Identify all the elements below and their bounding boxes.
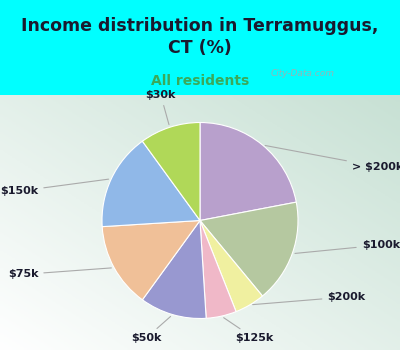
Wedge shape — [200, 202, 298, 296]
Text: $150k: $150k — [0, 179, 108, 196]
Text: $50k: $50k — [131, 316, 170, 343]
Text: $125k: $125k — [224, 318, 273, 343]
Wedge shape — [142, 122, 200, 220]
Wedge shape — [102, 220, 200, 300]
Text: Income distribution in Terramuggus,
CT (%): Income distribution in Terramuggus, CT (… — [21, 17, 379, 57]
Text: All residents: All residents — [151, 74, 249, 88]
Wedge shape — [200, 220, 236, 318]
Wedge shape — [102, 141, 200, 227]
Text: $75k: $75k — [8, 268, 111, 279]
Text: $30k: $30k — [146, 90, 176, 125]
Wedge shape — [142, 220, 206, 318]
Wedge shape — [200, 122, 296, 220]
Text: > $200k: > $200k — [265, 146, 400, 172]
Text: $200k: $200k — [253, 292, 366, 304]
Wedge shape — [200, 220, 262, 312]
Text: $100k: $100k — [295, 240, 400, 253]
Text: City-Data.com: City-Data.com — [271, 69, 335, 78]
